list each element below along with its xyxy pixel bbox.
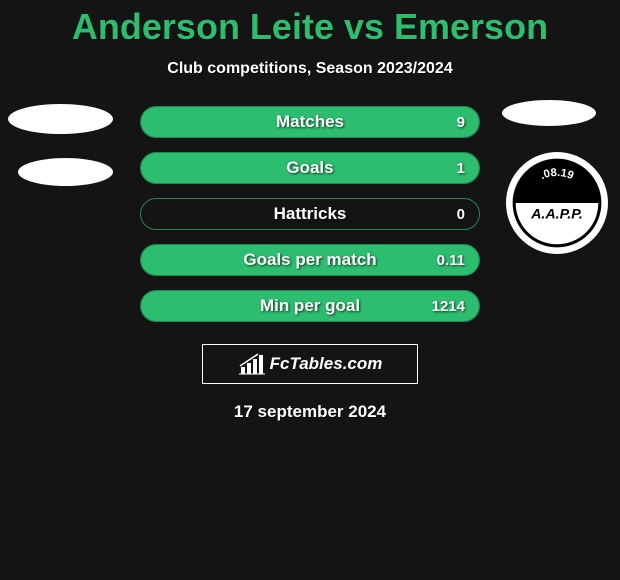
stat-bars: Matches 9 Goals 1 Hattricks 0 Goals per … — [140, 106, 480, 322]
stat-label: Goals per match — [243, 250, 376, 270]
stat-bar-matches: Matches 9 — [140, 106, 480, 138]
left-player-badges — [8, 104, 113, 186]
chart-icon — [238, 353, 266, 375]
comparison-panel: .08.19 A.A.P.P. Matches 9 Goals 1 Hattri… — [0, 106, 620, 422]
stat-label: Matches — [276, 112, 344, 132]
stat-value: 1214 — [432, 298, 465, 315]
svg-text:A.A.P.P.: A.A.P.P. — [530, 206, 583, 222]
footer-date: 17 september 2024 — [0, 402, 620, 422]
player2-club-badge-icon: .08.19 A.A.P.P. — [506, 152, 608, 254]
stat-label: Goals — [286, 158, 333, 178]
stat-bar-hattricks: Hattricks 0 — [140, 198, 480, 230]
player2-placeholder-ellipse — [502, 100, 596, 126]
stat-value: 9 — [457, 114, 465, 131]
stat-bar-goals: Goals 1 — [140, 152, 480, 184]
page-subtitle: Club competitions, Season 2023/2024 — [0, 60, 620, 78]
player1-club-placeholder-ellipse — [18, 158, 113, 186]
stat-label: Min per goal — [260, 296, 360, 316]
stat-value: 0.11 — [437, 252, 465, 269]
stat-bar-min-per-goal: Min per goal 1214 — [140, 290, 480, 322]
stat-label: Hattricks — [274, 204, 347, 224]
stat-bar-goals-per-match: Goals per match 0.11 — [140, 244, 480, 276]
stat-value: 1 — [457, 160, 465, 177]
brand-box[interactable]: FcTables.com — [202, 344, 418, 384]
player1-placeholder-ellipse — [8, 104, 113, 134]
brand-label: FcTables.com — [270, 354, 383, 374]
stat-value: 0 — [457, 206, 465, 223]
page-title: Anderson Leite vs Emerson — [0, 0, 620, 48]
